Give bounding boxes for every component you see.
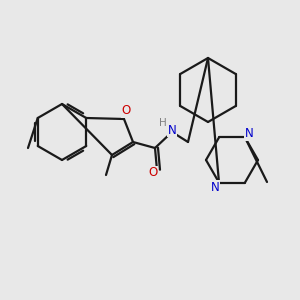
Text: O: O <box>148 167 158 179</box>
Text: N: N <box>168 124 176 136</box>
Text: N: N <box>244 127 253 140</box>
Text: H: H <box>159 118 167 128</box>
Text: N: N <box>211 181 219 194</box>
Text: O: O <box>122 104 130 118</box>
